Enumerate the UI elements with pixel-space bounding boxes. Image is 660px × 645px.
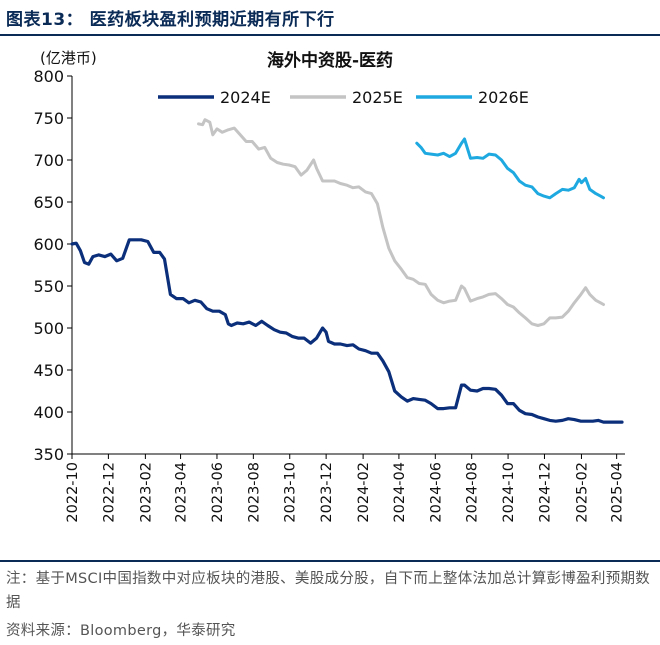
x-tick-label: 2024-08 <box>465 462 481 523</box>
source-note: 资料来源：Bloomberg，华泰研究 <box>6 623 236 639</box>
chart-title: 海外中资股-医药 <box>266 51 394 71</box>
x-tick-label: 2024-06 <box>428 462 444 523</box>
y-tick-label: 500 <box>33 319 64 338</box>
y-tick-label: 750 <box>33 109 64 128</box>
series-line-2025E <box>197 118 605 327</box>
x-tick-label: 2022-12 <box>101 462 117 523</box>
x-tick-label: 2024-04 <box>392 462 408 523</box>
x-tick-label: 2025-02 <box>574 462 590 523</box>
y-tick-label: 450 <box>33 361 64 380</box>
series-line-2026E <box>415 137 605 200</box>
legend-label-2025E: 2025E <box>352 88 403 107</box>
legend-label-2024E: 2024E <box>220 88 271 107</box>
x-tick-label: 2024-10 <box>501 462 517 523</box>
x-tick-label: 2022-10 <box>65 462 81 523</box>
x-tick-label: 2024-12 <box>537 462 553 523</box>
x-tick-label: 2023-04 <box>174 462 190 523</box>
x-tick-label: 2023-12 <box>319 462 335 523</box>
footer-rule <box>0 560 660 562</box>
figure-header: 图表13： 医药板块盈利预期近期有所下行 <box>0 0 660 34</box>
line-chart: 350 400 450 500 550 600 650 700 750 800 2022-10 202… <box>33 67 626 523</box>
y-tick-label: 600 <box>33 235 64 254</box>
x-tick-label: 2023-02 <box>138 462 154 523</box>
y-tick-label: 550 <box>33 277 64 296</box>
x-tick-label: 2023-08 <box>246 462 262 523</box>
x-tick-label: 2023-10 <box>283 462 299 523</box>
y-tick-label: 700 <box>33 151 64 170</box>
x-tick-label: 2025-04 <box>610 462 626 523</box>
x-tick-label: 2024-02 <box>356 462 372 523</box>
y-tick-label: 400 <box>33 403 64 422</box>
y-tick-label: 800 <box>33 67 64 86</box>
figure-title: 图表13： 医药板块盈利预期近期有所下行 <box>6 10 335 30</box>
legend-label-2026E: 2026E <box>478 88 529 107</box>
series-line-2024E <box>70 238 624 424</box>
y-tick-label: 650 <box>33 193 64 212</box>
footnote: 注：基于MSCI中国指数中对应板块的港股、美股成分股，自下而上整体法加总计算彭博… <box>6 571 651 611</box>
y-axis-unit: (亿港币) <box>40 49 97 67</box>
x-tick-label: 2023-06 <box>210 462 226 523</box>
y-tick-label: 350 <box>33 445 64 464</box>
header-rule <box>0 34 660 36</box>
